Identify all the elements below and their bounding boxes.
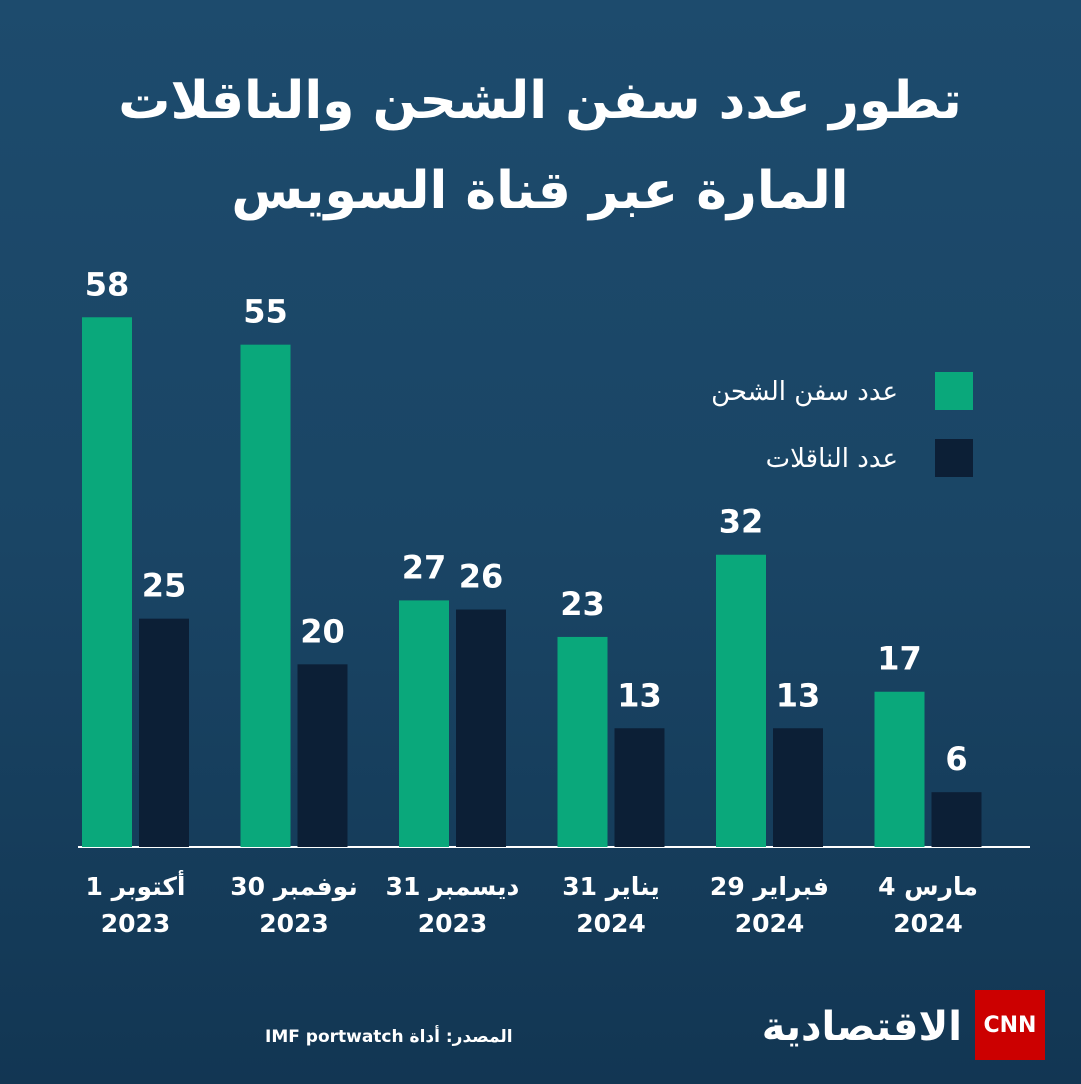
value-label: 20 (300, 612, 345, 650)
value-label: 27 (402, 548, 447, 586)
value-label: 13 (776, 676, 821, 714)
bar (931, 792, 982, 847)
bar (240, 344, 291, 847)
bar (773, 728, 823, 847)
bar (614, 728, 665, 847)
bar (716, 554, 766, 847)
value-label: 26 (459, 558, 504, 596)
legend-swatch (935, 372, 973, 410)
legend-swatch (935, 439, 973, 477)
chart-title: تطور عدد سفن الشحن والناقلات (118, 71, 961, 131)
legend-label: عدد الناقلات (766, 444, 898, 474)
bar (557, 636, 608, 847)
x-tick-label: 31 ديسمبر (386, 872, 520, 902)
value-label: 25 (142, 567, 187, 605)
brand-logo: CNN (984, 1013, 1037, 1038)
value-label: 6 (945, 740, 967, 778)
source: المصدر: أداة IMF portwatch (265, 1025, 513, 1047)
bar (874, 691, 925, 847)
bar (139, 618, 189, 847)
bar (82, 317, 132, 847)
x-tick-label: 2024 (893, 909, 963, 938)
x-tick-label: 29 فبراير (710, 872, 829, 902)
x-tick-label: 31 يناير (562, 872, 659, 902)
x-tick-label: 4 مارس (878, 872, 978, 901)
value-label: 17 (877, 640, 922, 678)
brand-name: الاقتصادية (762, 1004, 962, 1050)
x-tick-label: 30 نوفمبر (230, 872, 357, 902)
x-tick-label: 1 أكتوبر (85, 870, 185, 902)
value-label: 58 (85, 265, 130, 303)
bar (399, 600, 449, 847)
value-label: 32 (719, 503, 764, 541)
x-tick-label: 2023 (259, 909, 329, 938)
x-tick-label: 2024 (735, 909, 805, 938)
value-label: 23 (560, 585, 605, 623)
bar (297, 664, 348, 847)
value-label: 55 (243, 293, 288, 331)
brand-logo-box (975, 990, 1045, 1060)
bar (456, 609, 506, 847)
x-tick-label: 2023 (418, 909, 488, 938)
chart-title: المارة عبر قناة السويس (231, 161, 848, 221)
value-label: 13 (617, 676, 662, 714)
x-tick-label: 2024 (576, 909, 646, 938)
legend-label: عدد سفن الشحن (711, 377, 898, 407)
x-tick-label: 2023 (101, 909, 171, 938)
